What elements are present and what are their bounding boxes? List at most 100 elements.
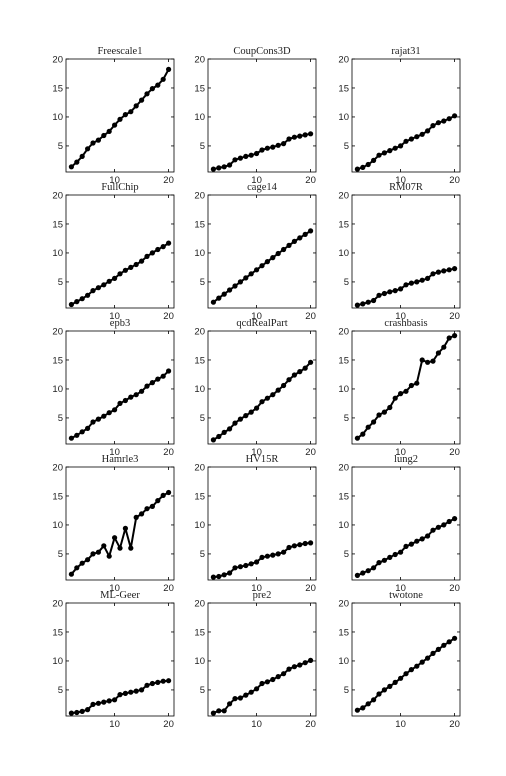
data-point — [160, 678, 166, 684]
subplot-lung2: lung2 10 20 5 10 15 20 — [338, 454, 461, 594]
data-point — [117, 116, 123, 122]
data-point — [376, 560, 382, 566]
subplot-rm07r: RM07R 10 20 5 10 15 20 — [338, 182, 461, 322]
y-tick-label: 5 — [58, 685, 63, 696]
data-point — [452, 266, 458, 272]
x-tick-label: 10 — [395, 719, 406, 730]
data-point — [419, 131, 425, 137]
data-point — [446, 267, 452, 273]
data-point — [216, 165, 222, 171]
data-point — [387, 148, 393, 154]
data-point — [281, 382, 287, 389]
axes-box — [65, 466, 175, 581]
y-tick-label: 20 — [338, 462, 349, 473]
y-tick-label: 5 — [200, 549, 205, 560]
data-point — [74, 299, 80, 305]
data-point — [354, 707, 360, 713]
data-point — [392, 679, 398, 686]
subplot-freescale1: Freescale1 10 20 5 10 15 20 — [52, 46, 175, 186]
axes-box — [65, 194, 175, 309]
data-point — [155, 498, 161, 504]
data-point — [210, 574, 216, 580]
data-point — [408, 136, 414, 142]
axes-box — [351, 602, 461, 717]
subplot-title: epb3 — [110, 318, 130, 329]
data-point — [430, 650, 436, 657]
data-point — [376, 691, 382, 697]
y-tick-label: 5 — [58, 141, 63, 152]
data-point — [243, 275, 249, 281]
data-point — [398, 143, 404, 149]
y-tick-label: 10 — [194, 248, 205, 259]
data-point — [74, 432, 80, 438]
data-point — [68, 164, 74, 170]
x-tick-label: 10 — [395, 175, 406, 186]
data-point — [275, 142, 281, 148]
data-point — [302, 132, 308, 138]
y-tick-label: 5 — [200, 141, 205, 152]
y-tick-label: 5 — [344, 141, 349, 152]
data-point — [270, 676, 276, 683]
y-tick-label: 10 — [52, 520, 63, 531]
data-point — [112, 275, 118, 281]
data-point — [403, 282, 409, 288]
x-tick-label: 20 — [163, 583, 174, 594]
data-point — [452, 635, 458, 641]
data-point — [68, 710, 74, 716]
data-point — [155, 82, 161, 88]
data-point — [232, 420, 238, 426]
y-tick-label: 20 — [194, 190, 205, 201]
data-point — [144, 682, 150, 688]
data-point — [160, 492, 166, 498]
data-point — [101, 413, 107, 419]
y-tick-label: 15 — [52, 491, 63, 502]
data-point — [101, 699, 107, 705]
data-point — [452, 113, 458, 119]
x-tick-label: 10 — [251, 175, 262, 186]
data-point — [435, 120, 441, 126]
data-point — [264, 395, 270, 401]
y-tick-label: 20 — [338, 326, 349, 337]
data-point — [275, 551, 281, 557]
data-point — [237, 416, 243, 422]
data-point — [144, 383, 150, 389]
data-point — [430, 358, 436, 364]
y-tick-label: 15 — [338, 355, 349, 366]
data-point — [430, 123, 436, 129]
data-point — [286, 136, 292, 142]
data-point — [398, 549, 404, 555]
data-point — [95, 700, 101, 706]
data-point — [425, 128, 431, 134]
y-tick-label: 15 — [338, 83, 349, 94]
data-point — [403, 671, 409, 677]
data-point — [243, 692, 249, 698]
subplot-rajat31: rajat31 10 20 5 10 15 20 — [338, 46, 461, 186]
x-tick-label: 20 — [305, 311, 316, 322]
axes-box — [207, 58, 317, 173]
data-point — [259, 399, 265, 405]
data-point — [297, 235, 303, 241]
data-point — [210, 710, 216, 716]
data-point — [128, 689, 134, 695]
y-tick-label: 10 — [338, 656, 349, 667]
data-point — [291, 238, 297, 244]
data-point — [270, 392, 276, 398]
data-point — [139, 511, 145, 517]
data-point — [371, 157, 377, 163]
data-point — [419, 277, 425, 283]
data-point — [227, 287, 233, 293]
data-point — [425, 655, 431, 661]
data-point — [248, 689, 254, 695]
data-point — [254, 405, 260, 411]
data-point — [117, 545, 123, 551]
data-point — [128, 545, 134, 551]
data-point — [221, 429, 227, 435]
data-point — [90, 419, 96, 425]
data-point — [243, 153, 249, 159]
data-point — [275, 250, 281, 257]
data-point — [106, 698, 112, 704]
data-point — [90, 288, 96, 294]
data-point — [414, 134, 420, 140]
data-point — [85, 707, 91, 713]
